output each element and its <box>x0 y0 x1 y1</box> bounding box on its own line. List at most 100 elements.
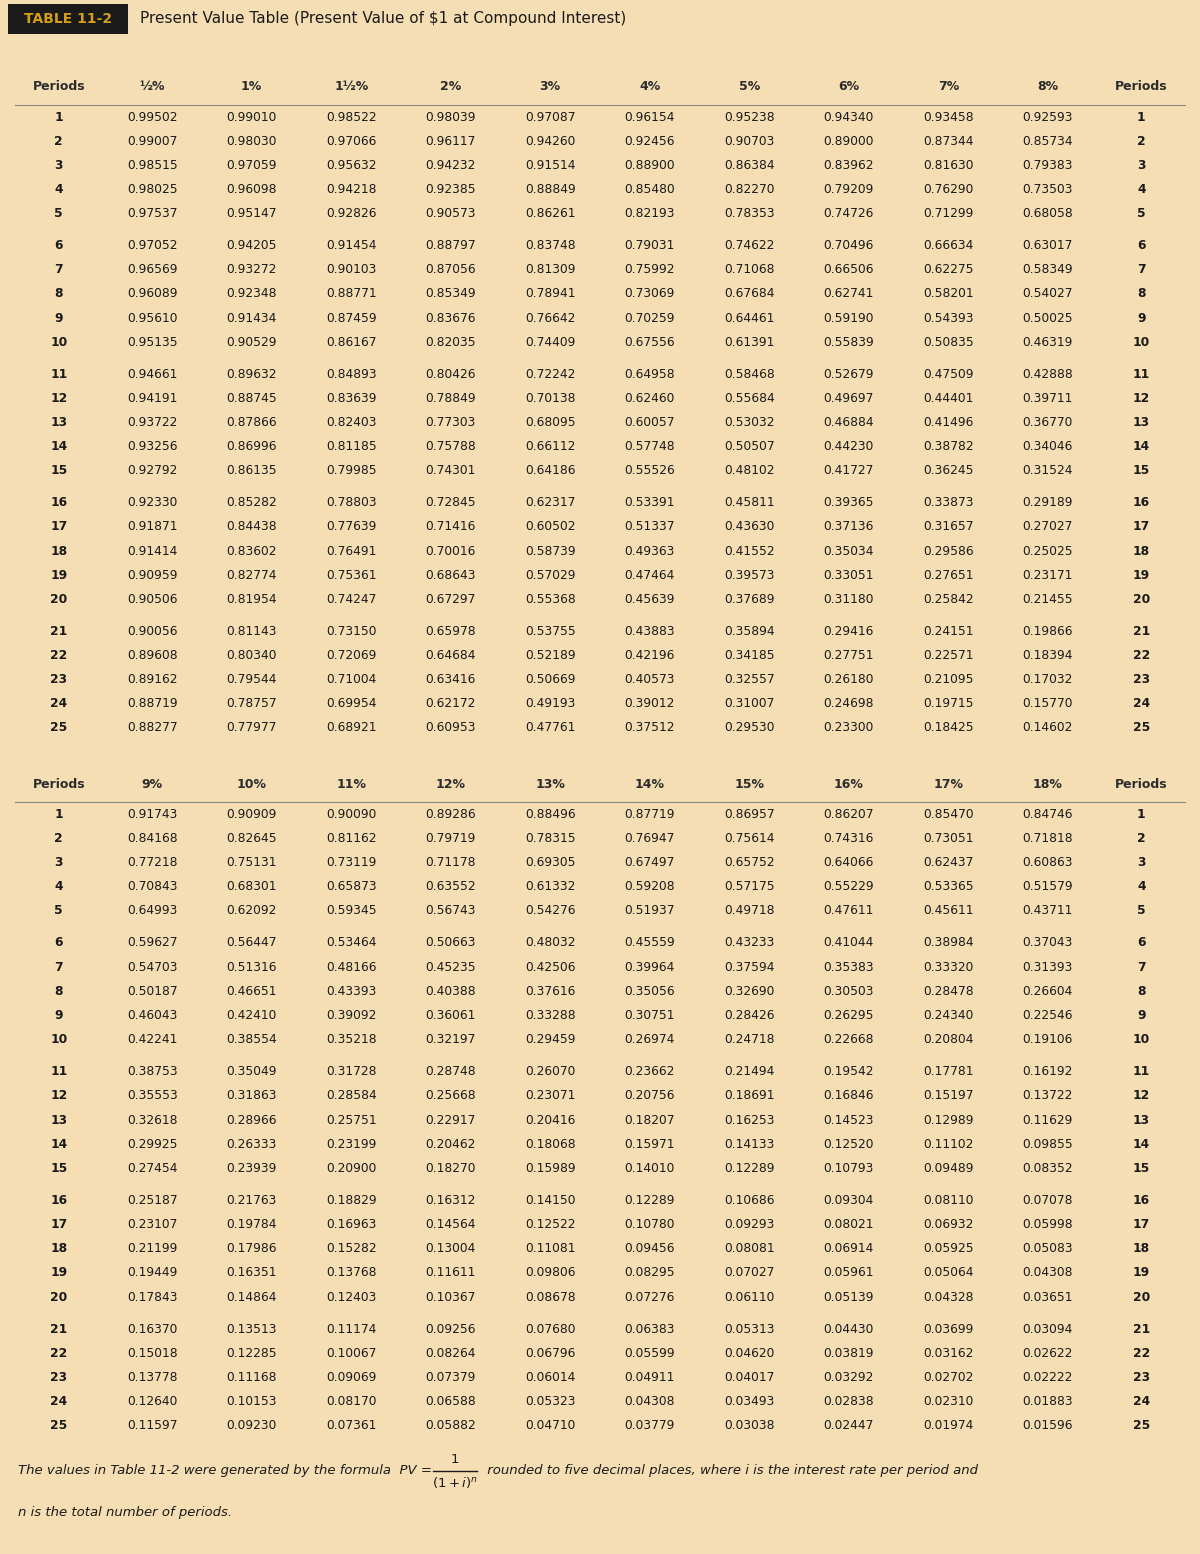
Text: 0.89000: 0.89000 <box>823 135 874 148</box>
Text: 0.84746: 0.84746 <box>1022 808 1073 821</box>
Text: 0.36770: 0.36770 <box>1022 416 1073 429</box>
Text: 0.06588: 0.06588 <box>425 1395 476 1408</box>
Text: 0.86167: 0.86167 <box>326 336 377 348</box>
Text: 0.74316: 0.74316 <box>823 831 874 845</box>
Text: 18: 18 <box>1133 544 1150 558</box>
Text: 0.18829: 0.18829 <box>326 1193 377 1207</box>
Text: 14%: 14% <box>635 777 665 791</box>
Text: 0.11629: 0.11629 <box>1022 1114 1073 1127</box>
Text: 0.90090: 0.90090 <box>326 808 377 821</box>
Text: 4: 4 <box>1138 880 1146 894</box>
Text: 0.69954: 0.69954 <box>326 698 377 710</box>
Text: 0.73119: 0.73119 <box>326 856 377 869</box>
Text: 0.01974: 0.01974 <box>923 1419 973 1433</box>
Text: 0.23300: 0.23300 <box>823 721 874 735</box>
Text: 0.75614: 0.75614 <box>724 831 774 845</box>
Text: Periods: Periods <box>1115 777 1168 791</box>
Text: 0.11174: 0.11174 <box>326 1322 377 1336</box>
Text: 0.77639: 0.77639 <box>326 521 377 533</box>
Text: 25: 25 <box>1133 721 1150 735</box>
Text: 0.73150: 0.73150 <box>326 625 377 639</box>
Text: 0.37043: 0.37043 <box>1022 937 1073 949</box>
Text: 0.09806: 0.09806 <box>524 1267 576 1279</box>
Text: 0.83639: 0.83639 <box>326 392 377 406</box>
Text: 0.55526: 0.55526 <box>624 465 676 477</box>
Text: 0.62172: 0.62172 <box>426 698 476 710</box>
Text: 0.50187: 0.50187 <box>127 985 178 998</box>
Text: 0.28966: 0.28966 <box>227 1114 277 1127</box>
Text: 0.62092: 0.62092 <box>227 904 277 917</box>
Text: 0.75788: 0.75788 <box>425 440 476 454</box>
Text: 0.87056: 0.87056 <box>426 263 476 277</box>
Text: TABLE 11-2: TABLE 11-2 <box>24 12 112 26</box>
Text: 0.08352: 0.08352 <box>1022 1162 1073 1175</box>
Text: 0.53365: 0.53365 <box>923 880 973 894</box>
Text: 3: 3 <box>1138 159 1146 172</box>
Text: 0.11611: 0.11611 <box>426 1267 476 1279</box>
Text: 10: 10 <box>50 336 67 348</box>
Text: 0.81309: 0.81309 <box>524 263 576 277</box>
Text: 0.28748: 0.28748 <box>426 1064 476 1078</box>
Text: 0.90506: 0.90506 <box>127 592 178 606</box>
Text: 0.09489: 0.09489 <box>923 1162 973 1175</box>
Text: 0.29189: 0.29189 <box>1022 496 1073 510</box>
Text: 1: 1 <box>1136 110 1146 124</box>
Text: 0.44230: 0.44230 <box>823 440 874 454</box>
Text: 0.05083: 0.05083 <box>1022 1242 1073 1256</box>
Text: 0.74622: 0.74622 <box>724 239 774 252</box>
Text: 9: 9 <box>1138 311 1146 325</box>
Text: 0.26604: 0.26604 <box>1022 985 1073 998</box>
Text: 15: 15 <box>1133 1162 1150 1175</box>
Text: 0.50025: 0.50025 <box>1022 311 1073 325</box>
Text: 0.23199: 0.23199 <box>326 1138 377 1150</box>
Text: 0.65752: 0.65752 <box>724 856 774 869</box>
Text: 0.32557: 0.32557 <box>724 673 774 687</box>
Text: 0.49363: 0.49363 <box>624 544 674 558</box>
Text: 0.55839: 0.55839 <box>823 336 874 348</box>
Text: Periods: Periods <box>32 81 85 93</box>
Text: 0.82193: 0.82193 <box>624 207 676 221</box>
Text: 20: 20 <box>1133 592 1150 606</box>
Text: 0.68921: 0.68921 <box>326 721 377 735</box>
Text: 0.23939: 0.23939 <box>227 1162 277 1175</box>
Text: 0.05323: 0.05323 <box>524 1395 576 1408</box>
Text: 0.79544: 0.79544 <box>227 673 277 687</box>
Text: 0.81185: 0.81185 <box>326 440 377 454</box>
Text: 0.48102: 0.48102 <box>724 465 774 477</box>
Text: 0.09456: 0.09456 <box>624 1242 676 1256</box>
Text: 0.82645: 0.82645 <box>227 831 277 845</box>
Text: 8: 8 <box>1138 287 1146 300</box>
Text: 0.50507: 0.50507 <box>724 440 774 454</box>
Text: 0.05961: 0.05961 <box>823 1267 874 1279</box>
Text: 0.24718: 0.24718 <box>724 1033 774 1046</box>
Text: 0.05998: 0.05998 <box>1022 1218 1073 1231</box>
Text: 0.10067: 0.10067 <box>326 1347 377 1360</box>
Text: 21: 21 <box>50 1322 67 1336</box>
Text: 0.57029: 0.57029 <box>524 569 576 581</box>
Text: 0.95135: 0.95135 <box>127 336 178 348</box>
Text: 0.45235: 0.45235 <box>426 960 476 973</box>
Text: 0.18394: 0.18394 <box>1022 650 1073 662</box>
Text: 0.27651: 0.27651 <box>923 569 973 581</box>
Text: 0.33320: 0.33320 <box>923 960 973 973</box>
Text: 0.57175: 0.57175 <box>724 880 774 894</box>
Text: 0.70496: 0.70496 <box>823 239 874 252</box>
Text: 0.03699: 0.03699 <box>923 1322 973 1336</box>
Text: 0.35894: 0.35894 <box>724 625 774 639</box>
Text: 0.53755: 0.53755 <box>524 625 576 639</box>
Text: 0.39365: 0.39365 <box>823 496 874 510</box>
Text: 18: 18 <box>1133 1242 1150 1256</box>
Text: 0.12289: 0.12289 <box>724 1162 774 1175</box>
Text: 0.12285: 0.12285 <box>227 1347 277 1360</box>
Text: 0.02622: 0.02622 <box>1022 1347 1073 1360</box>
Text: 0.25668: 0.25668 <box>426 1089 476 1102</box>
Text: 0.93256: 0.93256 <box>127 440 178 454</box>
Text: 0.34185: 0.34185 <box>724 650 774 662</box>
Text: 0.02310: 0.02310 <box>923 1395 973 1408</box>
Text: 0.91434: 0.91434 <box>227 311 277 325</box>
Text: 0.98515: 0.98515 <box>127 159 178 172</box>
Text: 0.18425: 0.18425 <box>923 721 973 735</box>
Text: 0.91743: 0.91743 <box>127 808 178 821</box>
Text: 21: 21 <box>1133 625 1150 639</box>
Text: 11: 11 <box>1133 368 1150 381</box>
